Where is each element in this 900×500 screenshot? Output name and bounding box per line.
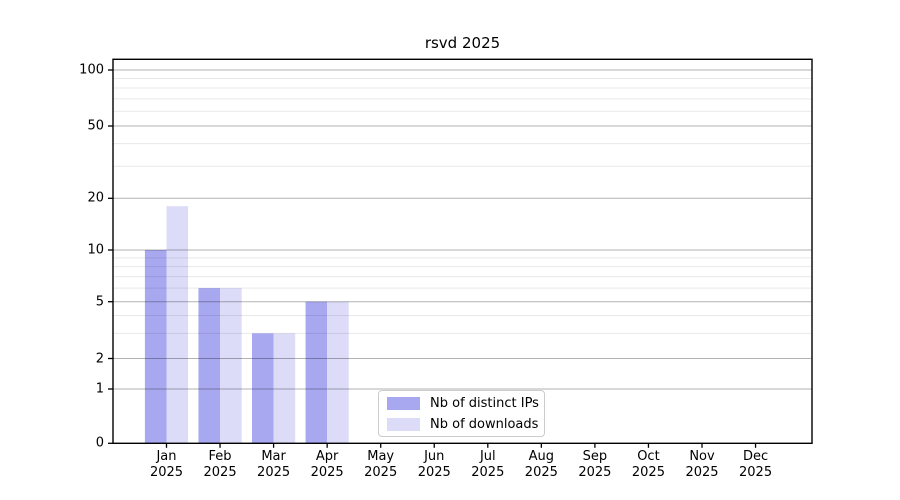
bar-downloads-feb — [220, 288, 242, 444]
x-tick-month: Jan — [156, 449, 177, 464]
x-tick-label-aug: Aug 2025 — [509, 449, 573, 481]
x-tick-month: Feb — [208, 449, 232, 464]
legend-item-downloads: Nb of downloads — [387, 414, 544, 434]
x-tick-label-jun: Jun 2025 — [402, 449, 466, 481]
bar-downloads-mar — [273, 333, 296, 444]
x-tick-year: 2025 — [257, 465, 291, 480]
x-tick-month: Jul — [479, 449, 496, 464]
y-tick-label-2: 2 — [95, 351, 104, 366]
x-tick-month: Mar — [261, 449, 286, 464]
legend-label-distinct-ips: Nb of distinct IPs — [430, 395, 539, 411]
legend-label-downloads: Nb of downloads — [430, 416, 539, 432]
x-tick-year: 2025 — [417, 465, 451, 480]
bar-distinct-ips-mar — [252, 333, 274, 444]
x-tick-month: Jun — [424, 449, 445, 464]
x-tick-label-sep: Sep 2025 — [563, 449, 627, 481]
y-tick-label-0: 0 — [95, 435, 104, 451]
x-tick-year: 2025 — [524, 465, 558, 480]
bar-downloads-jan — [166, 206, 189, 444]
bar-distinct-ips-jan — [144, 250, 167, 444]
x-tick-year: 2025 — [578, 465, 612, 480]
x-tick-year: 2025 — [149, 465, 184, 480]
x-tick-month: Oct — [637, 449, 660, 464]
legend-item-distinct-ips: Nb of distinct IPs — [387, 393, 544, 413]
plot-border — [112, 58, 813, 444]
x-tick-label-jan: Jan 2025 — [135, 449, 199, 481]
bar-distinct-ips-feb — [198, 288, 221, 444]
x-tick-month: Apr — [315, 449, 339, 464]
y-tick-label-5: 5 — [95, 294, 104, 310]
bar-distinct-ips-apr — [305, 301, 328, 444]
x-tick-month: Aug — [528, 449, 555, 464]
x-tick-label-dec: Dec 2025 — [724, 449, 788, 481]
y-tick-label-100: 100 — [79, 62, 104, 78]
x-tick-month: Sep — [582, 449, 608, 464]
x-tick-label-nov: Nov 2025 — [670, 449, 734, 481]
x-tick-year: 2025 — [631, 465, 665, 480]
x-tick-year: 2025 — [203, 465, 237, 480]
x-tick-label-mar: Mar 2025 — [242, 449, 306, 481]
x-tick-label-jul: Jul 2025 — [456, 449, 520, 481]
x-tick-year: 2025 — [364, 465, 398, 480]
y-tick-label-1: 1 — [95, 381, 104, 397]
legend: Nb of distinct IPs Nb of downloads — [378, 390, 545, 437]
x-tick-month: Dec — [742, 449, 769, 464]
y-tick-label-10: 10 — [87, 242, 104, 258]
x-tick-label-may: May 2025 — [349, 449, 413, 481]
x-tick-year: 2025 — [739, 465, 773, 480]
bar-downloads-apr — [327, 301, 349, 444]
x-tick-label-apr: Apr 2025 — [295, 449, 359, 481]
x-tick-label-oct: Oct 2025 — [616, 449, 680, 481]
y-tick-label-20: 20 — [87, 190, 104, 206]
chart-title: rsvd 2025 — [424, 34, 501, 52]
x-tick-month: Nov — [689, 449, 715, 464]
x-tick-month: May — [367, 449, 395, 464]
x-tick-year: 2025 — [471, 465, 505, 480]
legend-swatch-distinct-ips — [387, 396, 420, 410]
legend-swatch-downloads — [387, 417, 420, 431]
x-tick-label-feb: Feb 2025 — [188, 449, 252, 481]
x-tick-year: 2025 — [310, 465, 344, 480]
x-tick-year: 2025 — [685, 465, 719, 480]
y-tick-label-50: 50 — [87, 118, 104, 134]
